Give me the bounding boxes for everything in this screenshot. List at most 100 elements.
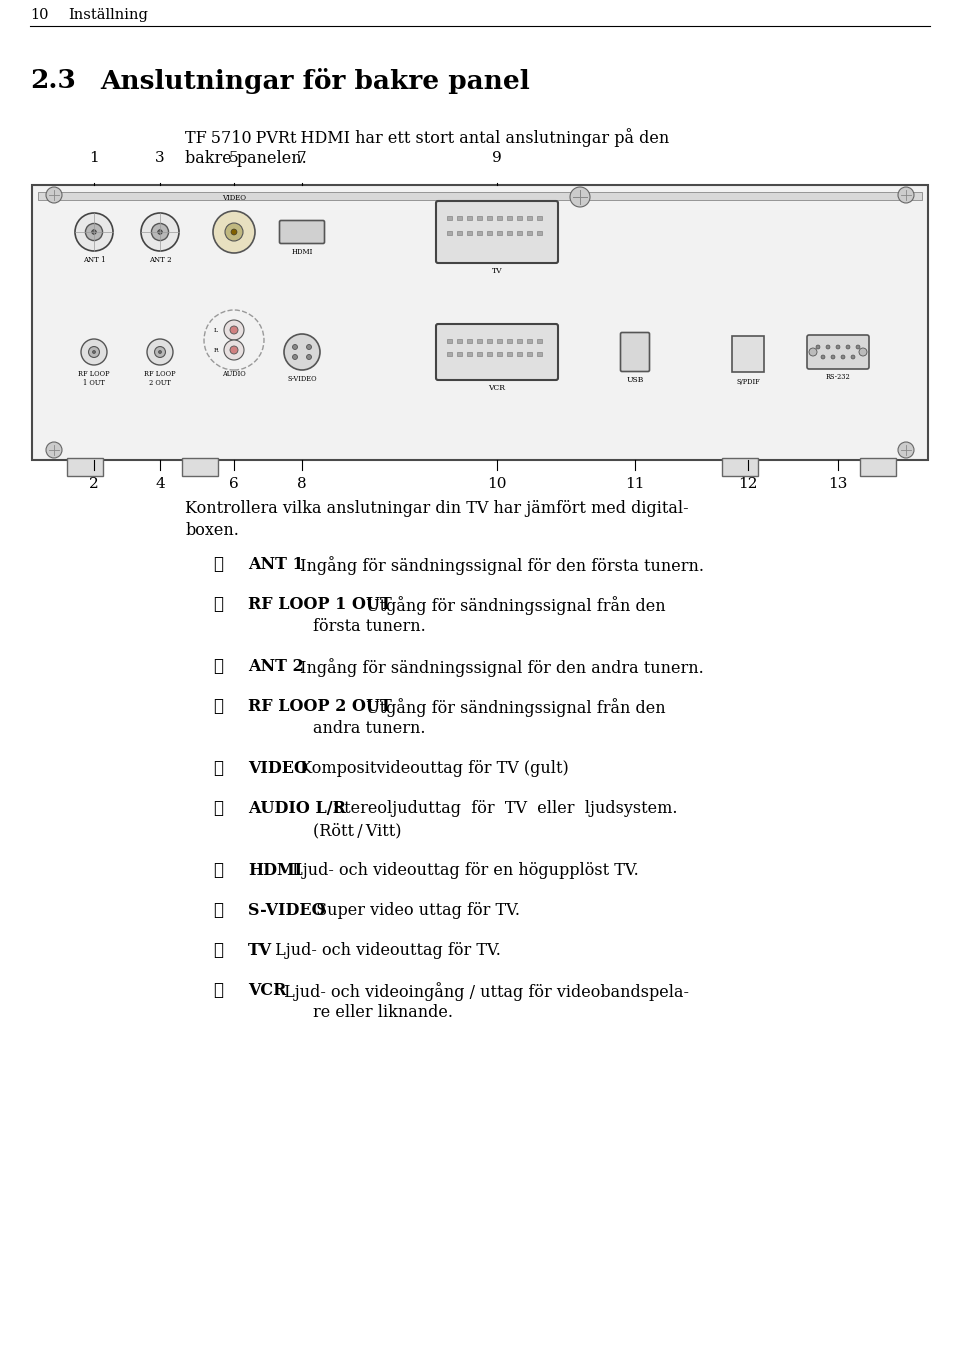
Circle shape — [147, 339, 173, 365]
Text: Ljud- och videoingång / uttag för videobandspela-: Ljud- och videoingång / uttag för videob… — [278, 982, 688, 1001]
Bar — [526, 339, 532, 343]
Text: L: L — [214, 327, 218, 332]
Text: 7: 7 — [298, 151, 307, 166]
Bar — [467, 216, 471, 220]
Bar — [182, 459, 218, 476]
Text: ④: ④ — [213, 697, 223, 715]
Circle shape — [157, 229, 162, 235]
Circle shape — [306, 354, 311, 360]
Text: Ljud- och videouttag för en högupplöst TV.: Ljud- och videouttag för en högupplöst T… — [287, 862, 638, 879]
Circle shape — [841, 356, 845, 360]
Text: Kontrollera vilka anslutningar din TV har jämfört med digital-: Kontrollera vilka anslutningar din TV ha… — [185, 499, 688, 517]
Bar — [507, 216, 512, 220]
Text: (Rött / Vitt): (Rött / Vitt) — [313, 822, 401, 839]
Text: RF LOOP
2 OUT: RF LOOP 2 OUT — [144, 370, 176, 387]
Bar — [38, 191, 922, 199]
Text: 2.3: 2.3 — [30, 68, 76, 94]
Circle shape — [85, 224, 103, 240]
Bar — [516, 351, 521, 356]
Text: 12: 12 — [738, 478, 757, 491]
Circle shape — [856, 345, 860, 349]
Circle shape — [155, 346, 165, 357]
Text: HDMI: HDMI — [291, 248, 313, 256]
Bar — [467, 339, 471, 343]
Circle shape — [92, 350, 96, 354]
Circle shape — [213, 210, 255, 252]
Bar — [457, 231, 462, 235]
Text: 4: 4 — [156, 478, 165, 491]
Bar — [467, 351, 471, 356]
Bar — [537, 231, 541, 235]
Circle shape — [859, 347, 867, 356]
Bar — [516, 231, 521, 235]
Circle shape — [230, 326, 238, 334]
Circle shape — [224, 341, 244, 360]
Text: R: R — [214, 347, 218, 353]
Bar — [476, 216, 482, 220]
Text: Anslutningar för bakre panel: Anslutningar för bakre panel — [100, 68, 530, 94]
Bar — [446, 231, 451, 235]
Circle shape — [152, 224, 169, 240]
FancyBboxPatch shape — [807, 335, 869, 369]
Text: ⑨: ⑨ — [213, 942, 223, 959]
Text: S-VIDEO: S-VIDEO — [287, 375, 317, 383]
FancyBboxPatch shape — [436, 201, 558, 263]
Bar — [496, 339, 501, 343]
Text: 10: 10 — [30, 8, 49, 22]
Text: ⑥: ⑥ — [213, 801, 223, 817]
Circle shape — [851, 356, 855, 360]
Text: ①: ① — [213, 556, 223, 573]
Text: första tunern.: första tunern. — [313, 617, 425, 635]
Text: Kompositvideouttag för TV (gult): Kompositvideouttag för TV (gult) — [295, 760, 568, 778]
Bar — [487, 339, 492, 343]
Text: ③: ③ — [213, 658, 223, 674]
Bar — [732, 337, 764, 372]
Circle shape — [75, 213, 113, 251]
Circle shape — [831, 356, 835, 360]
Circle shape — [158, 350, 161, 354]
Circle shape — [92, 229, 96, 235]
Text: Super video uttag för TV.: Super video uttag för TV. — [311, 902, 520, 919]
Bar — [516, 339, 521, 343]
Circle shape — [225, 223, 243, 242]
Text: TF 5710 PVRt HDMI har ett stort antal anslutningar på den: TF 5710 PVRt HDMI har ett stort antal an… — [185, 128, 669, 147]
Circle shape — [898, 187, 914, 204]
Text: ANT 1: ANT 1 — [83, 256, 106, 265]
Circle shape — [231, 229, 237, 235]
Bar — [496, 231, 501, 235]
Text: ⑤: ⑤ — [213, 760, 223, 778]
Bar — [496, 216, 501, 220]
Bar — [860, 459, 896, 476]
Text: Utgång för sändningssignal från den: Utgång för sändningssignal från den — [361, 697, 665, 716]
Circle shape — [816, 345, 820, 349]
Text: AUDIO L/R: AUDIO L/R — [248, 801, 346, 817]
Text: RS-232: RS-232 — [826, 373, 851, 381]
Text: Ljud- och videouttag för TV.: Ljud- och videouttag för TV. — [271, 942, 501, 959]
Bar — [722, 459, 758, 476]
Circle shape — [224, 320, 244, 341]
Bar — [537, 351, 541, 356]
Text: 9: 9 — [492, 151, 502, 166]
Bar — [476, 231, 482, 235]
Circle shape — [46, 442, 62, 459]
Bar — [67, 459, 103, 476]
Text: boxen.: boxen. — [185, 522, 239, 539]
Circle shape — [570, 187, 590, 208]
Bar — [446, 339, 451, 343]
Text: RF LOOP
1 OUT: RF LOOP 1 OUT — [79, 370, 109, 387]
Circle shape — [898, 442, 914, 459]
Bar — [516, 216, 521, 220]
Circle shape — [846, 345, 850, 349]
Bar — [476, 351, 482, 356]
Bar — [457, 216, 462, 220]
Text: ANT 1: ANT 1 — [248, 556, 303, 573]
Circle shape — [88, 346, 100, 357]
Text: VIDEO: VIDEO — [222, 194, 246, 202]
Text: USB: USB — [626, 376, 644, 384]
Bar — [507, 339, 512, 343]
Text: S/PDIF: S/PDIF — [736, 379, 760, 385]
Text: ANT 2: ANT 2 — [149, 256, 171, 265]
Circle shape — [809, 347, 817, 356]
Circle shape — [826, 345, 830, 349]
Text: Utgång för sändningssignal från den: Utgång för sändningssignal från den — [361, 596, 665, 615]
